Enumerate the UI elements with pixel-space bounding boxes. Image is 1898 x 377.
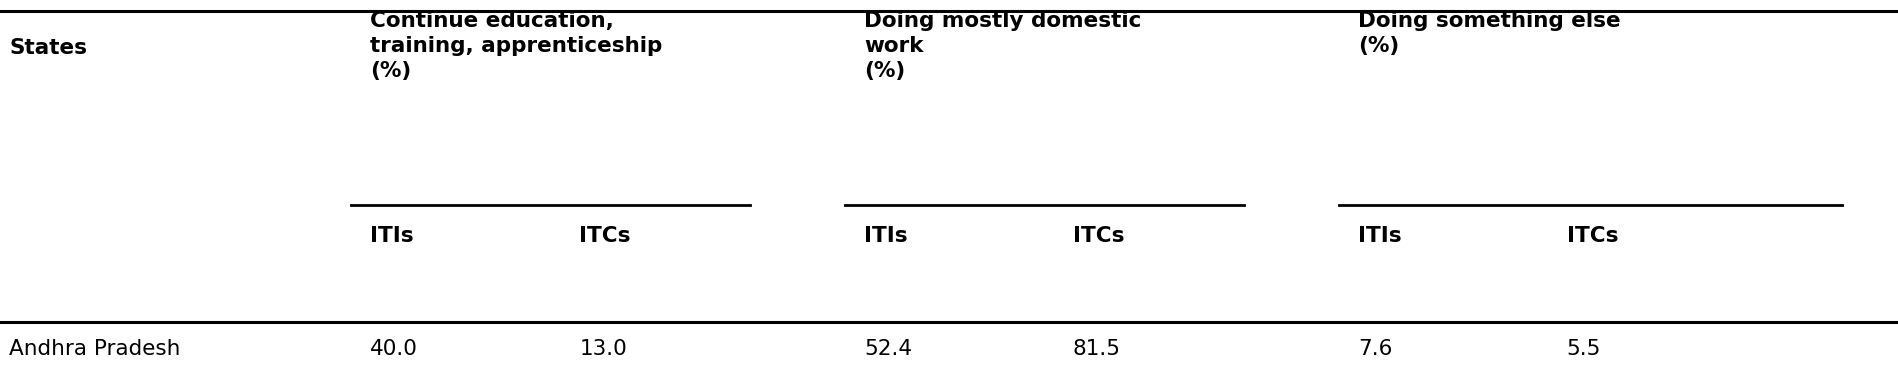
Text: ITIs: ITIs [864, 226, 907, 246]
Text: Continue education,
training, apprenticeship
(%): Continue education, training, apprentice… [370, 11, 662, 81]
Text: 7.6: 7.6 [1357, 339, 1391, 359]
Text: ITCs: ITCs [1566, 226, 1617, 246]
Text: Andhra Pradesh: Andhra Pradesh [9, 339, 180, 359]
Text: ITCs: ITCs [579, 226, 630, 246]
Text: 5.5: 5.5 [1566, 339, 1600, 359]
Text: ITCs: ITCs [1072, 226, 1124, 246]
Text: 81.5: 81.5 [1072, 339, 1120, 359]
Text: 40.0: 40.0 [370, 339, 418, 359]
Text: Doing something else
(%): Doing something else (%) [1357, 11, 1619, 56]
Text: ITIs: ITIs [1357, 226, 1401, 246]
Text: Doing mostly domestic
work
(%): Doing mostly domestic work (%) [864, 11, 1141, 81]
Text: ITIs: ITIs [370, 226, 414, 246]
Text: 13.0: 13.0 [579, 339, 626, 359]
Text: States: States [9, 38, 87, 58]
Text: 52.4: 52.4 [864, 339, 911, 359]
